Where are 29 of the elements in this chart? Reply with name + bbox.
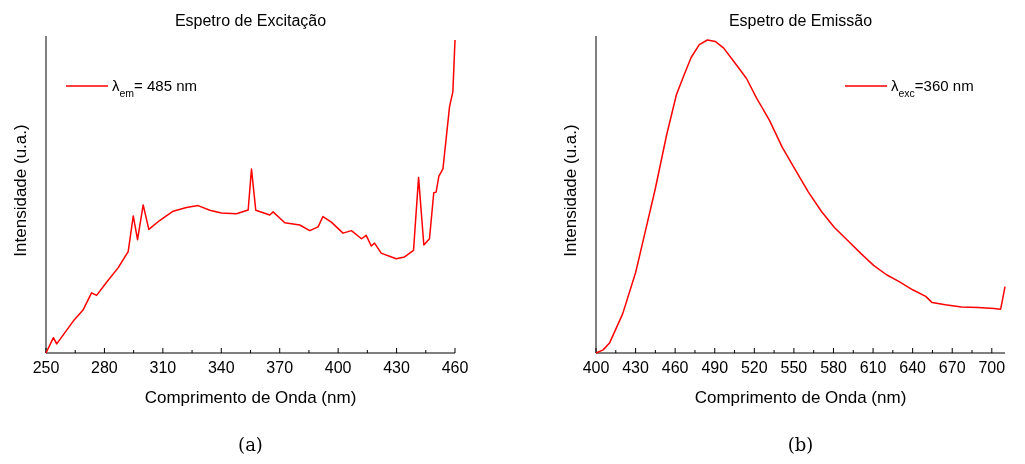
x-tick-label: 370 xyxy=(266,359,294,376)
y-axis-title: Intensidade (u.a.) xyxy=(11,124,30,257)
x-tick-label: 460 xyxy=(441,359,469,376)
chart-title: Espetro de Excitação xyxy=(174,12,327,29)
x-axis-title: Comprimento de Onda (nm) xyxy=(144,388,357,407)
x-tick-label: 580 xyxy=(820,359,847,376)
legend-label: λ$_{em}$= 485 nm xyxy=(112,77,198,99)
text: (b) xyxy=(787,434,814,455)
x-tick-label: 610 xyxy=(859,359,887,376)
text: (a) xyxy=(238,434,263,455)
x-tick-label: 640 xyxy=(899,359,927,376)
x-tick-label: 400 xyxy=(324,359,352,376)
x-tick-label: 700 xyxy=(978,359,1006,376)
x-tick-label: 250 xyxy=(32,359,60,376)
legend-label: λ$_{exc}$=360 nm xyxy=(891,77,974,99)
x-tick-label: 280 xyxy=(91,359,118,376)
x-tick-label: 460 xyxy=(661,359,689,376)
y-axis-title: Intensidade (u.a.) xyxy=(561,124,580,257)
x-axis-title: Comprimento de Onda (nm) xyxy=(694,388,907,407)
x-tick-label: 310 xyxy=(149,359,177,376)
x-tick-label: 340 xyxy=(207,359,235,376)
x-tick-label: 670 xyxy=(938,359,966,376)
chart-title: Espetro de Emissão xyxy=(728,12,873,29)
x-tick-label: 550 xyxy=(780,359,808,376)
x-tick-label: 430 xyxy=(383,359,411,376)
x-tick-label: 520 xyxy=(740,359,768,376)
x-tick-label: 490 xyxy=(701,359,729,376)
x-tick-label: 430 xyxy=(622,359,650,376)
x-tick-label: 400 xyxy=(582,359,610,376)
